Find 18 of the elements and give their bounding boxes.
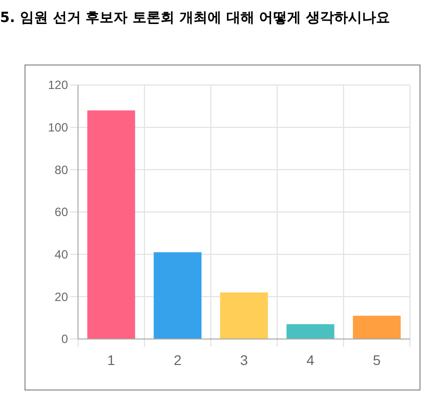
bar — [352, 316, 401, 339]
bar — [220, 292, 268, 339]
bar — [87, 110, 136, 339]
x-tick-label: 3 — [240, 352, 248, 368]
x-tick-label: 5 — [372, 352, 381, 368]
x-tick-label: 4 — [306, 352, 314, 368]
y-tick-label: 80 — [54, 162, 68, 177]
x-tick-label: 1 — [107, 352, 116, 368]
y-tick-label: 20 — [54, 290, 68, 304]
y-tick-label: 0 — [61, 332, 68, 346]
y-tick-label: 100 — [48, 120, 68, 135]
x-tick-label: 2 — [174, 352, 182, 368]
bar — [154, 252, 202, 339]
y-tick-label: 40 — [54, 248, 68, 262]
bar — [286, 324, 334, 339]
chart-title: 5. 임원 선거 후보자 토론회 개최에 대해 어떻게 생각하시나요 — [0, 10, 390, 26]
y-tick-label: 120 — [48, 78, 68, 92]
y-tick-label: 60 — [54, 205, 68, 220]
